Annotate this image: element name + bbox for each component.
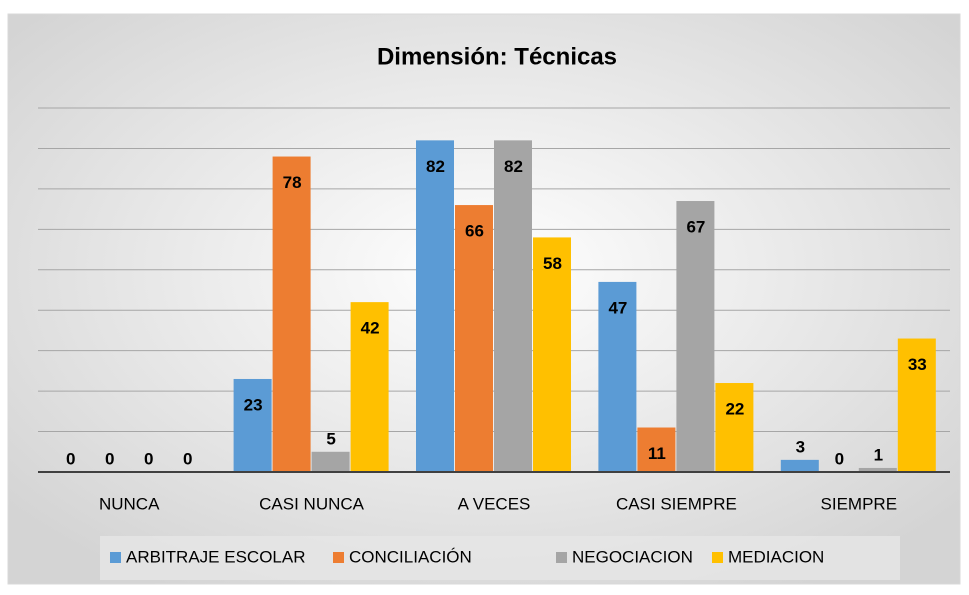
x-tick-label: CASI NUNCA — [259, 494, 365, 513]
bar — [494, 140, 532, 472]
bar — [233, 378, 272, 472]
data-label: 82 — [504, 157, 523, 176]
x-tick-label: A VECES — [458, 494, 531, 513]
x-tick-label: NUNCA — [99, 494, 160, 513]
data-label: 67 — [686, 218, 705, 237]
bar — [637, 427, 676, 472]
data-label: 0 — [183, 449, 192, 468]
data-label: 3 — [796, 437, 805, 456]
bar — [858, 467, 897, 472]
data-label: 78 — [283, 173, 302, 192]
data-label: 1 — [874, 445, 883, 464]
bar — [350, 302, 389, 472]
data-label: 0 — [105, 449, 114, 468]
x-tick-label: SIEMPRE — [821, 494, 898, 513]
data-label: 23 — [244, 395, 263, 414]
data-label: 82 — [426, 157, 445, 176]
legend-label: CONCILIACIÓN — [349, 547, 472, 566]
bar — [780, 459, 819, 472]
legend-label: ARBITRAJE ESCOLAR — [126, 547, 306, 566]
legend-swatch — [110, 552, 121, 563]
data-label: 58 — [543, 254, 562, 273]
bar — [416, 140, 454, 472]
bar — [715, 383, 754, 472]
data-label: 47 — [608, 298, 627, 317]
data-label: 11 — [648, 444, 666, 463]
data-label: 33 — [908, 355, 927, 374]
legend-swatch — [712, 552, 723, 563]
data-label: 0 — [144, 449, 153, 468]
legend-box — [100, 536, 900, 580]
bar — [676, 201, 715, 472]
legend-swatch — [333, 552, 344, 563]
bar — [311, 451, 350, 472]
data-label: 5 — [326, 429, 335, 448]
legend-swatch — [556, 552, 567, 563]
data-label: 22 — [725, 400, 744, 419]
legend-label: NEGOCIACION — [572, 547, 693, 566]
bar — [455, 205, 493, 473]
bar — [272, 156, 311, 473]
data-label: 0 — [835, 449, 844, 468]
bar — [598, 281, 637, 472]
data-label: 66 — [465, 222, 484, 241]
bar — [533, 237, 571, 472]
legend-label: MEDIACION — [728, 547, 824, 566]
x-tick-label: CASI SIEMPRE — [616, 494, 737, 513]
chart-title: Dimensión: Técnicas — [377, 43, 617, 70]
data-label: 0 — [66, 449, 75, 468]
data-label: 42 — [361, 319, 380, 338]
bar — [897, 338, 936, 472]
